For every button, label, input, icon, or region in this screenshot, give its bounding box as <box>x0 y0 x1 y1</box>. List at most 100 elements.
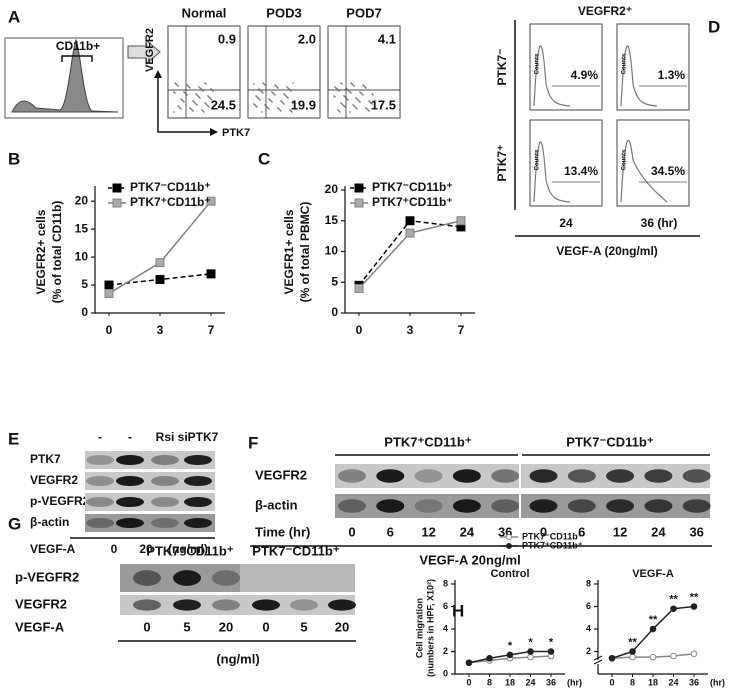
flow-dot <box>209 97 211 99</box>
blot-band <box>184 517 212 529</box>
flow-dot <box>254 104 256 106</box>
flow-dot <box>259 99 261 101</box>
flow-dot <box>189 107 191 109</box>
flow-dot <box>372 94 374 96</box>
panel-label: F <box>248 433 258 452</box>
flow-dot <box>360 92 362 94</box>
flow-dot <box>347 89 349 91</box>
axis-label: Counts <box>622 53 628 74</box>
blot-band <box>86 475 114 487</box>
time-label: Time (hr) <box>255 524 310 539</box>
significance: * <box>508 640 513 652</box>
blot-band <box>328 599 356 611</box>
time-value: 36 <box>689 524 703 539</box>
blot-band <box>116 496 144 508</box>
flow-dot <box>283 103 285 105</box>
flow-dot <box>349 91 351 93</box>
x-tick-label: 24 <box>525 677 535 687</box>
y-axis-label: (% of total PBMC) <box>298 202 312 303</box>
flow-dot <box>263 83 265 85</box>
blot-band <box>116 475 144 487</box>
flow-dot <box>282 102 284 104</box>
flow-dot <box>260 90 262 92</box>
flow-dot <box>253 103 255 105</box>
data-point <box>649 625 657 633</box>
flow-dot <box>186 94 188 96</box>
blot-strip <box>120 595 355 615</box>
flow-dot <box>211 99 213 101</box>
histogram-curve <box>620 45 658 107</box>
flow-plot <box>247 25 321 119</box>
flow-dot <box>338 90 340 92</box>
y-tick-label: 5 <box>81 277 88 291</box>
blot-band <box>491 499 520 513</box>
y-axis-label: Cell migration <box>414 598 424 658</box>
flow-dot <box>340 82 342 84</box>
data-point <box>670 652 677 660</box>
flow-dot <box>369 101 371 103</box>
flow-dot <box>334 86 336 88</box>
flow-dot <box>196 94 198 96</box>
flow-dot <box>177 85 179 87</box>
flow-dot <box>197 95 199 97</box>
blot-band <box>173 599 201 611</box>
x-tick-label: 0 <box>609 677 614 687</box>
column-label: 24 <box>559 216 573 230</box>
y-axis-label: (% of total CD11b) <box>50 201 64 304</box>
blot-band <box>184 454 212 466</box>
flow-dot <box>261 111 263 113</box>
blot-band <box>151 475 179 487</box>
blot-band <box>86 496 114 508</box>
significance: ** <box>690 591 699 603</box>
flow-dot <box>189 87 191 89</box>
flow-dot <box>208 106 210 108</box>
flow-dot <box>212 90 214 92</box>
time-value: 12 <box>421 524 435 539</box>
blot-band <box>116 454 144 466</box>
flow-dot <box>277 87 279 89</box>
flow-dot <box>336 88 338 90</box>
flow-plot <box>327 25 401 119</box>
treatment-label: VEGF-A <box>30 542 76 556</box>
row-label: PTK7⁻ <box>495 48 509 85</box>
flow-dot <box>291 111 293 113</box>
lane-label: - <box>128 430 132 444</box>
data-point <box>405 216 415 226</box>
row-label: β-actin <box>30 515 69 529</box>
blot-band <box>491 469 520 483</box>
flow-dot <box>341 103 343 105</box>
quadrant-value: 19.9 <box>291 97 316 112</box>
flow-dot <box>176 84 178 86</box>
chart-title: Control <box>490 568 529 580</box>
panel-title: VEGFR2⁺ <box>578 4 632 18</box>
blot-band <box>151 454 179 466</box>
axis-marker: PTK7 <box>222 127 250 139</box>
flow-dot <box>365 107 367 109</box>
flow-dot <box>208 96 210 98</box>
flow-dot <box>353 105 355 107</box>
data-point <box>690 603 698 610</box>
dose-label: 20 <box>139 542 153 556</box>
flow-dot <box>173 111 175 113</box>
x-unit: (hr) <box>567 677 582 687</box>
unit-label: (ng/ml) <box>168 542 208 556</box>
flow-dot <box>258 98 260 100</box>
flow-dot <box>367 109 369 111</box>
flow-dot <box>345 97 347 99</box>
panel-label: A <box>8 7 20 26</box>
flow-dot <box>292 82 294 84</box>
flow-dot <box>256 106 258 108</box>
percent-label: 4.9% <box>571 68 599 82</box>
histogram-curve <box>620 139 668 203</box>
flow-dot <box>355 97 357 99</box>
legend-label: PTK7⁺CD11b⁺ <box>522 540 583 550</box>
lane-label: - <box>98 430 102 444</box>
data-point <box>104 280 114 290</box>
flow-dot <box>256 96 258 98</box>
legend-marker <box>506 534 512 540</box>
y-tick-label: 15 <box>75 221 89 235</box>
flow-dot <box>264 104 266 106</box>
histogram-plot <box>616 23 690 111</box>
flow-dot <box>370 102 372 104</box>
flow-dot <box>173 91 175 93</box>
